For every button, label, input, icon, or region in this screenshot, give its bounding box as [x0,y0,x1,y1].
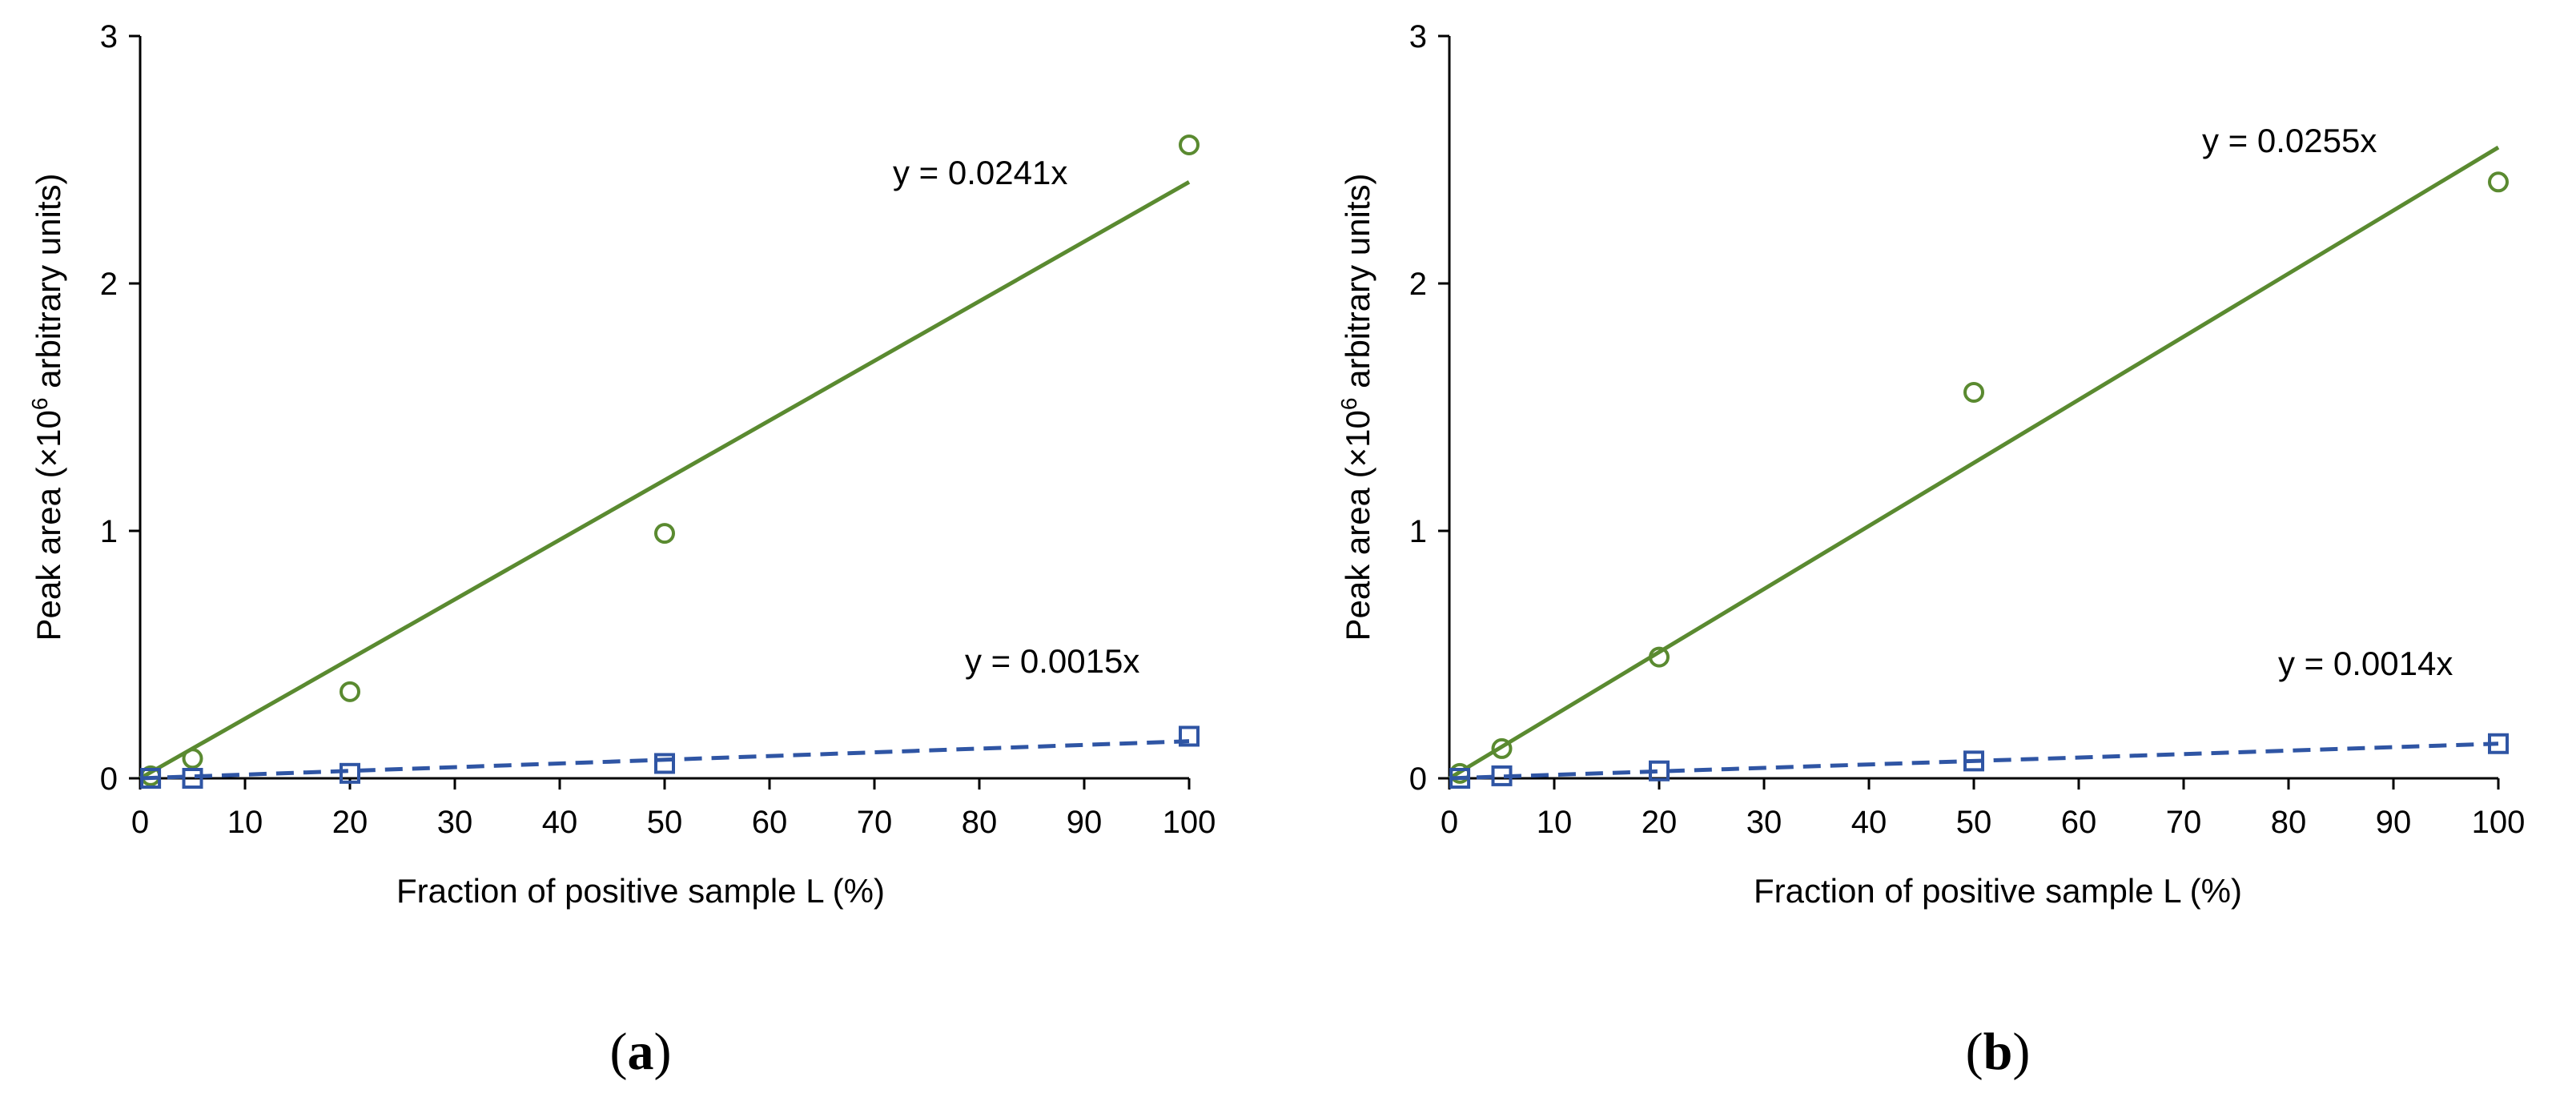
x-tick-label: 90 [1067,805,1103,840]
x-tick-label: 30 [437,805,473,840]
x-tick-label: 0 [131,805,149,840]
x-tick-label: 50 [1956,805,1992,840]
data-point-circle [2488,171,2509,193]
trendline-equation: y = 0.0241x [893,154,1067,191]
x-tick-label: 40 [1851,805,1887,840]
y-axis-title-superscript: 6 [27,398,52,411]
y-tick-label: 0 [100,761,118,797]
x-tick-label: 70 [2166,805,2202,840]
y-tick-label: 0 [1409,761,1427,797]
x-axis-title: Fraction of positive sample L (%) [396,872,885,910]
trendline-blue [139,739,1190,781]
data-point-square [2488,733,2509,754]
data-point-square [654,753,675,774]
trendline-equation: y = 0.0255x [2202,122,2377,159]
data-point-circle [182,748,203,769]
trendline-blue [1449,741,2499,781]
data-point-circle [1963,381,1984,403]
x-tick-label: 100 [2472,805,2526,840]
y-axis-title-suffix: arbitrary units) [30,173,67,397]
data-point-square [1179,725,1200,747]
x-tick-label: 20 [332,805,368,840]
data-point-circle [1179,134,1200,155]
data-point-square [1491,765,1513,786]
data-point-square [1649,760,1670,782]
y-tick-label: 2 [1409,267,1427,302]
data-point-circle [1649,646,1670,668]
x-tick-label: 70 [857,805,893,840]
panel-label-close: ) [2012,1023,2030,1081]
y-axis-title: Peak area (×106 arbitrary units) [27,173,67,641]
trendline-green [139,180,1191,781]
x-tick-label: 50 [647,805,683,840]
panel-label-open: ( [610,1023,628,1081]
data-point-square [1449,768,1471,789]
panel-label: (a) [610,1023,672,1081]
x-tick-label: 20 [1642,805,1678,840]
x-tick-label: 80 [2271,805,2307,840]
x-tick-label: 10 [227,805,263,840]
y-axis-title-suffix: arbitrary units) [1339,173,1376,397]
panel-label-letter: b [1983,1023,2013,1081]
data-point-circle [340,681,360,702]
x-tick-label: 90 [2376,805,2412,840]
y-tick-label: 1 [1409,514,1427,549]
y-axis-title-prefix: Peak area (×10 [30,410,67,641]
y-tick-label: 3 [100,19,118,54]
data-point-square [140,768,162,789]
data-point-circle [654,523,675,544]
data-point-square [182,768,203,789]
y-tick-label: 3 [1409,19,1427,54]
trendline-green [1448,145,2500,781]
y-axis-title-prefix: Peak area (×10 [1339,410,1376,641]
panel-label-letter: a [628,1023,654,1081]
data-point-square [340,762,360,784]
x-tick-label: 60 [752,805,788,840]
x-tick-label: 0 [1441,805,1458,840]
trendline-equation: y = 0.0014x [2278,645,2453,682]
x-tick-label: 80 [962,805,998,840]
x-tick-label: 40 [542,805,578,840]
trendline-equation: y = 0.0015x [965,642,1139,680]
y-tick-label: 2 [100,267,118,302]
x-tick-label: 60 [2061,805,2097,840]
panel-label: (b) [1966,1023,2031,1081]
panel-label-close: ) [654,1023,672,1081]
x-tick-label: 100 [1163,805,1216,840]
y-axis-title: Peak area (×106 arbitrary units) [1336,173,1376,641]
x-tick-label: 30 [1746,805,1782,840]
y-tick-label: 1 [100,514,118,549]
data-point-circle [1491,737,1513,759]
data-point-square [1963,750,1984,772]
y-axis-title-superscript: 6 [1336,398,1361,411]
x-axis-title: Fraction of positive sample L (%) [1754,872,2242,910]
x-tick-label: 10 [1537,805,1573,840]
panel-label-open: ( [1966,1023,1983,1081]
